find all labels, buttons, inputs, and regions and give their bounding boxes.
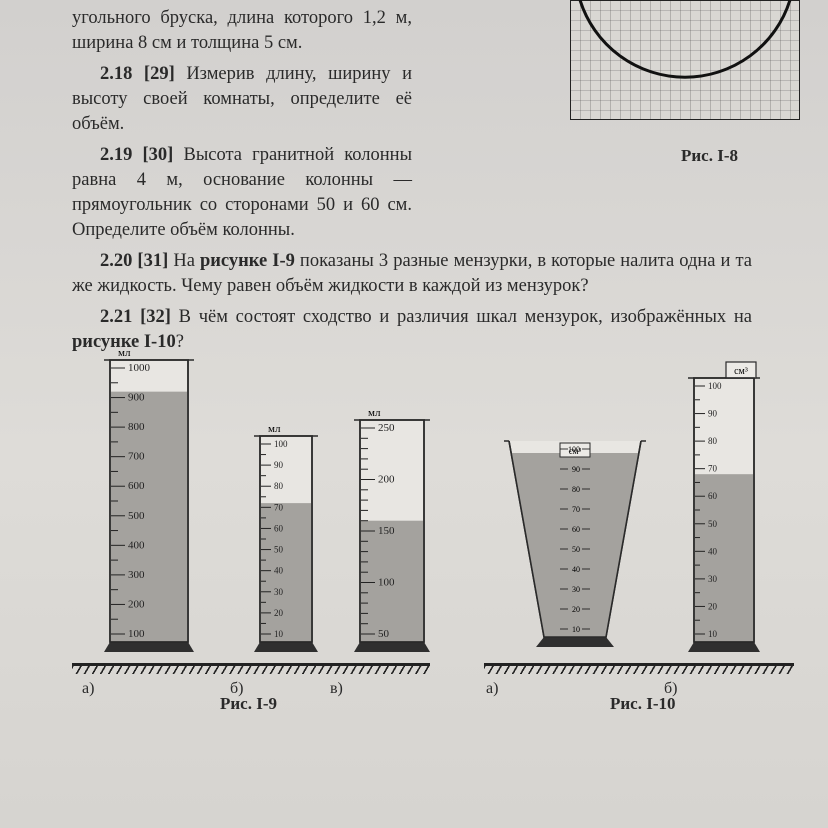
svg-text:50: 50 [378,628,390,640]
cylinder-b: мл 10 20 30 40 50 60 70 80 90 100 [252,418,334,666]
fragment-top: угольного бруска, длина которого 1,2 м, … [72,6,412,56]
label-cyl-b: б) [664,680,677,698]
svg-text:600: 600 [128,480,145,492]
svg-text:мл: мл [368,407,381,419]
svg-text:10: 10 [708,629,718,639]
svg-text:80: 80 [274,481,284,491]
label-b: б) [230,680,243,698]
svg-text:150: 150 [378,525,395,537]
svg-text:800: 800 [128,421,145,433]
svg-text:30: 30 [274,587,284,597]
beaker-a: см³102030405060708090100 [504,433,646,666]
svg-text:40: 40 [274,566,284,576]
figure-I-9-caption: Рис. I-9 [220,694,277,714]
svg-text:20: 20 [708,601,718,611]
svg-text:100: 100 [128,628,145,640]
svg-text:100: 100 [378,577,395,589]
svg-text:900: 900 [128,392,145,404]
svg-text:100: 100 [708,381,722,391]
cylinder-b: см³ 10 20 30 40 50 60 70 80 90 100 [686,360,776,666]
problem-2-19-head: 2.19 [30] [100,145,173,165]
svg-text:200: 200 [378,474,395,486]
problem-2-20-head: 2.20 [31] [100,251,168,271]
svg-text:100: 100 [568,445,580,454]
svg-text:30: 30 [572,585,580,594]
svg-text:мл: мл [268,423,281,435]
svg-text:50: 50 [708,519,718,529]
svg-text:250: 250 [378,422,395,434]
svg-text:60: 60 [708,491,718,501]
svg-text:90: 90 [572,465,580,474]
svg-text:10: 10 [274,629,284,639]
svg-text:700: 700 [128,451,145,463]
problem-2-20-pre: На [173,251,200,271]
svg-text:50: 50 [572,545,580,554]
svg-text:100: 100 [274,439,288,449]
svg-text:30: 30 [708,574,718,584]
svg-text:300: 300 [128,569,145,581]
problem-2-20: 2.20 [31] На рисунке I-9 показаны 3 разн… [72,249,752,299]
svg-text:500: 500 [128,510,145,522]
svg-text:90: 90 [708,409,718,419]
svg-text:70: 70 [274,502,284,512]
svg-text:70: 70 [708,464,718,474]
cylinder-a: мл 100 200 300 400 500 600 700 800 900 1000 [102,342,210,666]
svg-text:400: 400 [128,539,145,551]
problem-2-18: 2.18 [29] Измерив длину, ширину и высоту… [72,62,412,137]
svg-text:40: 40 [708,546,718,556]
svg-text:40: 40 [572,565,580,574]
svg-text:20: 20 [572,605,580,614]
label-c: в) [330,680,343,698]
svg-text:80: 80 [572,485,580,494]
svg-text:10: 10 [572,625,580,634]
problems-text: угольного бруска, длина которого 1,2 м, … [72,0,752,361]
svg-text:90: 90 [274,460,284,470]
problem-2-18-head: 2.18 [29] [100,64,175,84]
figures-row: Рис. I-9 Рис. I-10 мл1002003004005006007… [72,380,792,700]
svg-text:1000: 1000 [128,362,151,374]
svg-text:60: 60 [274,523,284,533]
svg-text:см³: см³ [734,366,748,377]
svg-text:70: 70 [572,505,580,514]
label-a: а) [82,680,94,698]
problem-2-20-figref: рисунке I-9 [200,251,295,271]
textbook-page: Рис. I-8 угольного бруска, длина которог… [0,0,828,828]
cylinder-c: мл 50 100 150 200 250 [352,402,446,666]
svg-text:50: 50 [274,545,284,555]
problem-2-21-head: 2.21 [32] [100,307,171,327]
svg-text:20: 20 [274,608,284,618]
svg-text:60: 60 [572,525,580,534]
problem-2-21-pre: В чём состоят сходство и различия шкал м… [179,307,752,327]
svg-text:мл: мл [118,347,131,359]
label-beaker-a: а) [486,680,498,698]
svg-text:200: 200 [128,598,145,610]
problem-2-19: 2.19 [30] Высота гранитной колонны равна… [72,143,412,243]
svg-text:80: 80 [708,436,718,446]
